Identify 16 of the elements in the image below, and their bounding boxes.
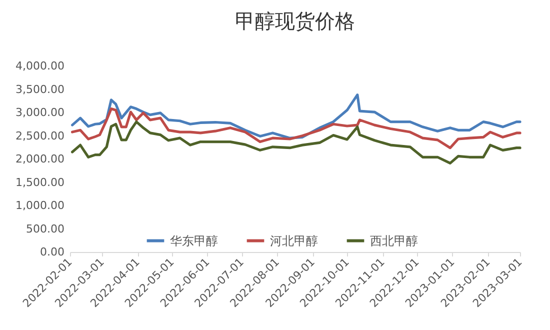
legend-label: 河北甲醇 — [270, 234, 318, 248]
y-tick-label: 1,000.00 — [16, 199, 64, 212]
y-tick-label: 0.00 — [40, 246, 64, 258]
y-tick-label: 2,500.00 — [16, 129, 64, 142]
y-tick-label: 3,500.00 — [16, 82, 64, 96]
chart-title: 甲醇现货价格 — [235, 9, 355, 33]
y-tick-label: 4,000.00 — [16, 60, 64, 72]
y-tick-label: 500.00 — [26, 222, 64, 236]
y-tick-label: 1,500.00 — [16, 176, 64, 189]
line-series — [70, 94, 522, 140]
y-tick-label: 2,000.00 — [16, 152, 64, 166]
line-series — [70, 107, 522, 150]
y-tick-label: 3,000.00 — [16, 106, 64, 119]
line-series — [70, 120, 522, 164]
legend-label: 西北甲醇 — [370, 234, 418, 248]
legend-label: 华东甲醇 — [170, 234, 218, 248]
